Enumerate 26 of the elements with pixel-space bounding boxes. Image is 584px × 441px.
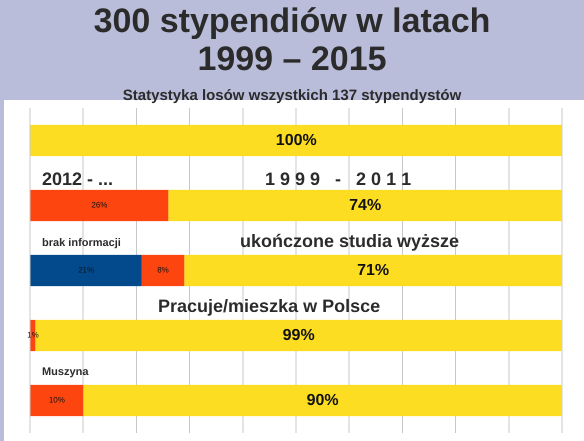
annotation: brak informacji [42,237,121,249]
data-label: 1% [27,330,39,340]
annotation: ukończone studia wyższe [240,231,460,252]
annotation: Muszyna [42,366,88,378]
data-label: 100% [276,132,317,149]
bar [168,190,562,222]
annotation: 2012 - ... [42,169,114,190]
bar [184,254,562,286]
bar [142,254,184,286]
data-label: 90% [306,392,339,409]
data-label: 26% [91,200,108,210]
bar [83,384,562,416]
chart-subtitle: Statystyka losów wszystkich 137 stypendystów [122,87,462,104]
data-label: 10% [48,396,65,405]
data-label: 8% [157,266,169,275]
data-label: 99% [282,326,315,344]
data-label: 21% [78,266,94,275]
annotation: 1 9 9 9 - 2 0 1 1 [265,169,412,190]
bar [30,190,168,222]
bar [30,124,562,156]
annotation: Pracuje/mieszka w Polsce [158,296,380,317]
data-label: 74% [349,196,382,214]
bar [30,254,142,286]
bar [30,384,84,416]
data-label: 71% [357,262,390,279]
chart-title: 300 stypendiów w latach 1999 – 2015 [92,2,492,78]
